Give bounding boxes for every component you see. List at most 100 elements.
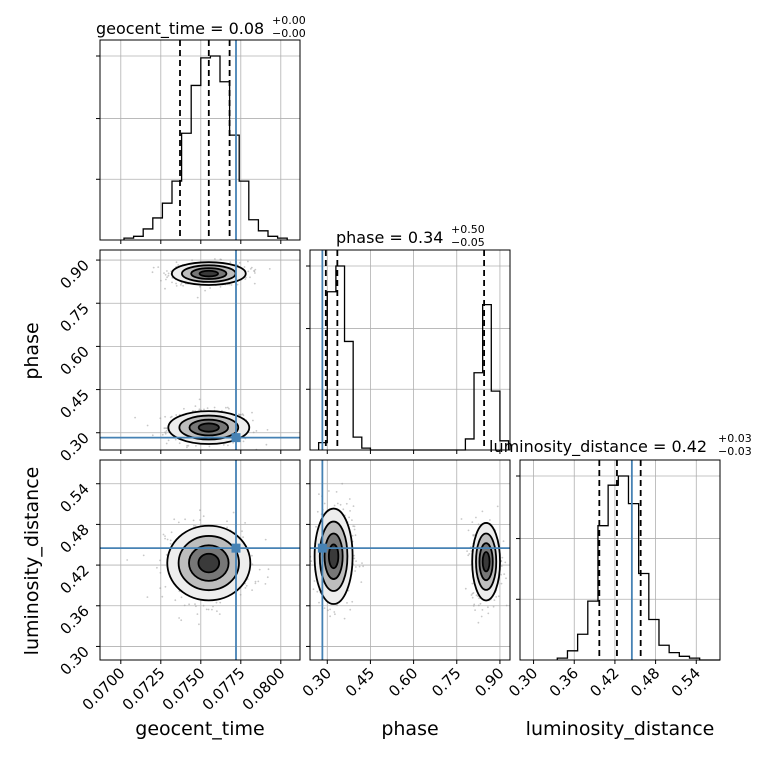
panel-phase-vs-luminosity-distance-contour-1-3 <box>471 522 501 602</box>
panel-geocent-time-vs-luminosity-distance-sample-0-138 <box>264 538 267 541</box>
panel-geocent-time-vs-phase-sample-1-139 <box>177 264 180 266</box>
xtick-label-phase-1: 0.45 <box>342 664 378 700</box>
xtick-label-phase-0: 0.30 <box>299 664 335 700</box>
panel-geocent-time-vs-luminosity-distance-sample-0-275 <box>194 525 197 527</box>
panel-phase-vs-luminosity-distance-contour-0-3 <box>313 507 354 605</box>
panel-geocent-time-vs-phase-sample-0-223 <box>266 429 269 431</box>
ytick-label-luminosity-distance-2: 0.42 <box>56 561 92 597</box>
panel-geocent-time-vs-phase-sample-1-263 <box>151 271 154 274</box>
panel-phase-vs-luminosity-distance-sample-1-215 <box>477 523 480 526</box>
panel-geocent-time-vs-phase-sample-1-294 <box>171 281 173 284</box>
panel-phase-vs-luminosity-distance-sample-1-204 <box>480 615 483 618</box>
panel-geocent-time-vs-luminosity-distance-sample-0-290 <box>180 619 183 622</box>
panel-geocent-time-vs-luminosity-distance-sample-0-252 <box>169 542 172 545</box>
xtick-label-phase-4: 0.90 <box>471 664 507 700</box>
panel-geocent-time-vs-phase-sample-0-243 <box>195 445 197 447</box>
panel-phase-vs-luminosity-distance-sample-1-106 <box>505 604 508 607</box>
panel-phase-vs-luminosity-distance-sample-0-378 <box>342 508 345 511</box>
panel-geocent-time-vs-luminosity-distance-contour-0-1 <box>188 544 230 582</box>
panel-geocent-time-vs-phase-sample-0-122 <box>159 417 162 420</box>
panel-geocent-time-vs-luminosity-distance-sample-0-181 <box>245 584 248 587</box>
panel-phase-vs-luminosity-distance-sample-0-286 <box>358 565 361 568</box>
panel-phase-vs-luminosity-distance-sample-1-299 <box>477 621 480 624</box>
panel-geocent-time-vs-phase-sample-1-409 <box>199 285 201 288</box>
title-luminosity-distance-minus: −0.03 <box>718 445 752 458</box>
panel-phase-vs-luminosity-distance-sample-0-124 <box>328 490 330 492</box>
title-geocent-time-plus: +0.00 <box>272 14 306 27</box>
panel-geocent-time-vs-phase-sample-1-151 <box>247 260 249 263</box>
panel-geocent-time-vs-phase-sample-0-20 <box>232 441 235 444</box>
panel-geocent-time-vs-phase-sample-0-418 <box>151 434 154 437</box>
panel-phase-vs-luminosity-distance-contour-0-0 <box>327 543 340 570</box>
panel-geocent-time-vs-luminosity-distance-sample-0-47 <box>257 580 260 583</box>
panel-phase-vs-luminosity-distance-sample-1-373 <box>489 519 491 521</box>
ytick-label-phase-2: 0.60 <box>56 343 92 379</box>
panel-geocent-time-vs-phase-sample-1-286 <box>254 272 256 274</box>
panel-phase-vs-luminosity-distance-sample-0-233 <box>352 525 355 527</box>
panel-geocent-time-vs-luminosity-distance-sample-0-366 <box>266 576 269 579</box>
panel-phase-vs-luminosity-distance-sample-0-21 <box>348 498 351 500</box>
panel-geocent-time-vs-luminosity-distance-sample-0-90 <box>195 605 197 608</box>
panel-geocent-time-vs-phase-sample-1-98 <box>209 287 212 289</box>
panel-geocent-time-vs-phase-sample-1-221 <box>249 276 251 279</box>
panel-phase-vs-luminosity-distance-sample-1-228 <box>475 516 477 519</box>
panel-geocent-time-vs-luminosity-distance-sample-0-129 <box>241 530 243 533</box>
panel-phase-vs-luminosity-distance-sample-0-177 <box>351 600 354 603</box>
panel-geocent-time-vs-luminosity-distance-sample-0-1 <box>164 535 166 537</box>
panel-geocent-time-vs-phase-sample-1-31 <box>254 268 257 271</box>
panel-geocent-time-vs-luminosity-distance-sample-0-108 <box>194 603 196 605</box>
title-geocent-time-minus: −0.00 <box>272 27 306 40</box>
panel-phase-vs-luminosity-distance-sample-1-175 <box>505 577 507 580</box>
panel-phase-vs-luminosity-distance-sample-0-257 <box>339 503 342 506</box>
panel-geocent-time-vs-phase-contour-0-3 <box>167 410 251 445</box>
hist-geocent-time-step <box>123 55 288 240</box>
xtick-label-luminosity-distance-4: 0.54 <box>668 664 704 700</box>
panel-phase-vs-luminosity-distance-sample-1-344 <box>471 582 474 585</box>
panel-geocent-time-vs-phase-sample-1-108 <box>163 272 165 274</box>
panel-geocent-time-vs-luminosity-distance-sample-0-260 <box>188 603 191 606</box>
panel-geocent-time-vs-luminosity-distance-contour-0-0 <box>197 552 221 574</box>
panel-geocent-time-vs-luminosity-distance-sample-0-40 <box>226 526 229 529</box>
panel-geocent-time-vs-phase-sample-0-218 <box>252 419 254 422</box>
panel-geocent-time-vs-phase-sample-1-62 <box>164 273 167 276</box>
xtick-label-luminosity-distance-2: 0.42 <box>586 664 622 700</box>
panel-geocent-time-vs-phase-sample-0-200 <box>206 407 209 409</box>
panel-geocent-time-vs-phase-sample-1-419 <box>166 270 168 272</box>
panel-geocent-time-vs-luminosity-distance-content <box>126 509 270 626</box>
xlabel-luminosity-distance: luminosity_distance <box>526 718 715 740</box>
panel-geocent-time-vs-luminosity-distance-sample-0-343 <box>251 589 254 591</box>
panel-phase-vs-luminosity-distance-sample-1-81 <box>471 521 474 523</box>
panel-geocent-time-vs-phase-sample-1-23 <box>165 278 167 281</box>
panel-geocent-time-vs-phase-sample-0-177 <box>227 444 229 447</box>
panel-phase-vs-luminosity-distance-sample-0-243 <box>361 562 363 564</box>
panel-geocent-time-vs-phase-sample-1-340 <box>230 284 233 286</box>
panel-geocent-time-vs-phase-sample-1-118 <box>268 268 271 270</box>
panel-geocent-time-vs-luminosity-distance-sample-0-214 <box>178 617 181 619</box>
panel-phase-vs-luminosity-distance-sample-0-7 <box>343 617 346 620</box>
panel-phase-vs-luminosity-distance-sample-0-23 <box>307 554 309 556</box>
panel-phase-vs-luminosity-distance-sample-0-285 <box>313 580 316 582</box>
xlabel-phase: phase <box>381 718 438 740</box>
panel-geocent-time-vs-luminosity-distance-sample-0-84 <box>244 587 247 589</box>
panel-phase-vs-luminosity-distance-truth-marker <box>317 543 327 553</box>
panel-geocent-time-vs-luminosity-distance-sample-0-162 <box>198 623 200 626</box>
panel-geocent-time-vs-luminosity-distance-sample-0-103 <box>166 538 169 541</box>
panel-phase-vs-luminosity-distance-sample-1-265 <box>474 609 476 611</box>
panel-phase-vs-luminosity-distance-sample-1-209 <box>479 602 482 605</box>
panel-phase-vs-luminosity-distance-sample-1-44 <box>495 596 498 598</box>
panel-geocent-time-vs-luminosity-distance-sample-0-304 <box>183 604 186 607</box>
panel-phase-vs-luminosity-distance-sample-0-73 <box>335 491 338 493</box>
panel-geocent-time-vs-luminosity-distance-truth-marker <box>231 543 241 553</box>
hist-luminosity-distance-step <box>556 475 720 661</box>
panel-phase-vs-luminosity-distance-sample-0-33 <box>341 482 344 485</box>
panel-phase-vs-luminosity-distance-sample-0-15 <box>307 570 309 572</box>
panel-geocent-time-vs-luminosity-distance-sample-0-241 <box>164 537 167 540</box>
panel-phase-vs-luminosity-distance-sample-0-57 <box>329 608 331 611</box>
ylabel-luminosity-distance: luminosity_distance <box>21 467 43 656</box>
panel-geocent-time-vs-phase-sample-0-329 <box>165 442 168 445</box>
panel-phase-vs-luminosity-distance-sample-1-165 <box>477 604 480 607</box>
panel-geocent-time-vs-phase-sample-0-261 <box>226 406 229 409</box>
panel-geocent-time-vs-luminosity-distance-sample-0-323 <box>267 568 270 571</box>
title-phase-plus: +0.50 <box>451 223 485 236</box>
panel-geocent-time-vs-phase-sample-0-367 <box>198 398 201 401</box>
